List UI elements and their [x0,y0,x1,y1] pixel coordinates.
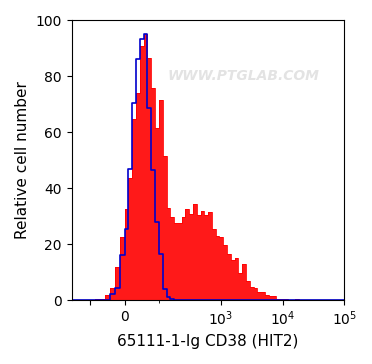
Text: WWW.PTGLAB.COM: WWW.PTGLAB.COM [167,70,320,83]
X-axis label: 65111-1-Ig CD38 (HIT2): 65111-1-Ig CD38 (HIT2) [117,334,299,349]
Y-axis label: Relative cell number: Relative cell number [15,82,30,239]
